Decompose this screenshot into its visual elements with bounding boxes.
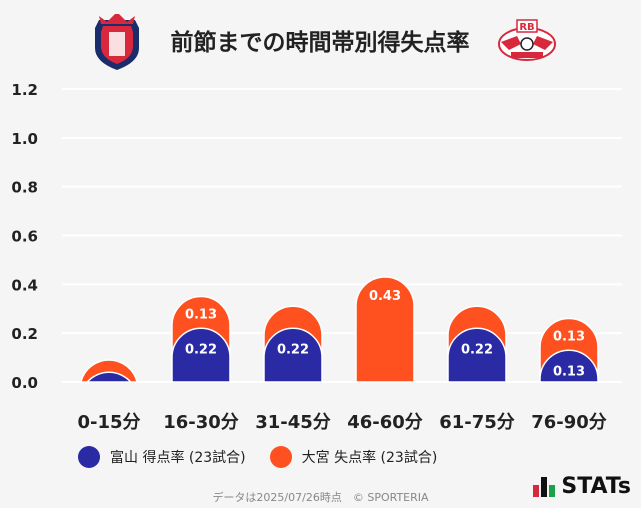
- legend-label-omiya: 大宮 失点率 (23試合): [301, 450, 438, 466]
- bar-toyama: [263, 327, 323, 383]
- x-tick-label: 46-60分: [347, 412, 423, 433]
- footer-note: データは2025/07/26時点 © SPORTERIA: [212, 491, 429, 504]
- stats-logo: STATs: [533, 474, 631, 499]
- chart-title: 前節までの時間帯別得失点率: [171, 29, 470, 56]
- y-tick-label: 0.2: [11, 325, 38, 343]
- y-axis-ticks: 0.0 0.2 0.4 0.6 0.8 1.0 1.2: [11, 81, 38, 392]
- bar-omiya: [355, 276, 415, 383]
- legend-swatch-toyama: [78, 446, 100, 468]
- y-tick-label: 0.8: [11, 179, 38, 197]
- x-tick-label: 0-15分: [77, 412, 140, 433]
- data-label-omiya: 0.13: [185, 308, 217, 323]
- stats-brand: STATs: [561, 474, 631, 499]
- data-label-omiya: 0.13: [553, 330, 585, 345]
- y-tick-label: 0.6: [11, 228, 38, 246]
- bar-toyama: [447, 327, 507, 383]
- legend-label-toyama: 富山 得点率 (23試合): [110, 450, 246, 466]
- bars: 0.13 0.22 0.22 0.43 0.22 0.13 0.13: [79, 276, 599, 383]
- y-tick-label: 0.0: [11, 374, 38, 392]
- rb-crest-text: RB: [519, 22, 534, 33]
- bar-toyama: [171, 327, 231, 383]
- legend-item-omiya: 大宮 失点率 (23試合): [269, 446, 438, 468]
- data-label-toyama: 0.22: [185, 342, 217, 357]
- x-tick-label: 31-45分: [255, 412, 331, 433]
- y-tick-label: 1.2: [11, 81, 38, 99]
- toyama-crest-icon: [95, 14, 139, 70]
- rb-omiya-crest-icon: RB: [498, 19, 556, 61]
- stats-logo-icon: [533, 476, 556, 497]
- data-label-toyama: 0.13: [553, 364, 585, 379]
- bar-toyama: [85, 371, 133, 383]
- x-tick-label: 16-30分: [163, 412, 239, 433]
- legend-swatch-omiya: [269, 446, 292, 468]
- y-tick-label: 1.0: [11, 130, 38, 148]
- data-label-toyama: 0.22: [461, 342, 493, 357]
- data-label-omiya: 0.43: [369, 289, 401, 304]
- data-label-toyama: 0.22: [277, 342, 309, 357]
- grid: [62, 88, 622, 383]
- legend-item-toyama: 富山 得点率 (23試合): [78, 446, 246, 468]
- y-tick-label: 0.4: [11, 276, 38, 294]
- legend: 富山 得点率 (23試合) 大宮 失点率 (23試合): [78, 446, 461, 468]
- x-tick-label: 76-90分: [531, 412, 607, 433]
- x-tick-label: 61-75分: [439, 412, 515, 433]
- x-axis-ticks: 0-15分 16-30分 31-45分 46-60分 61-75分 76-90分: [77, 412, 606, 433]
- bar-toyama: [539, 349, 599, 383]
